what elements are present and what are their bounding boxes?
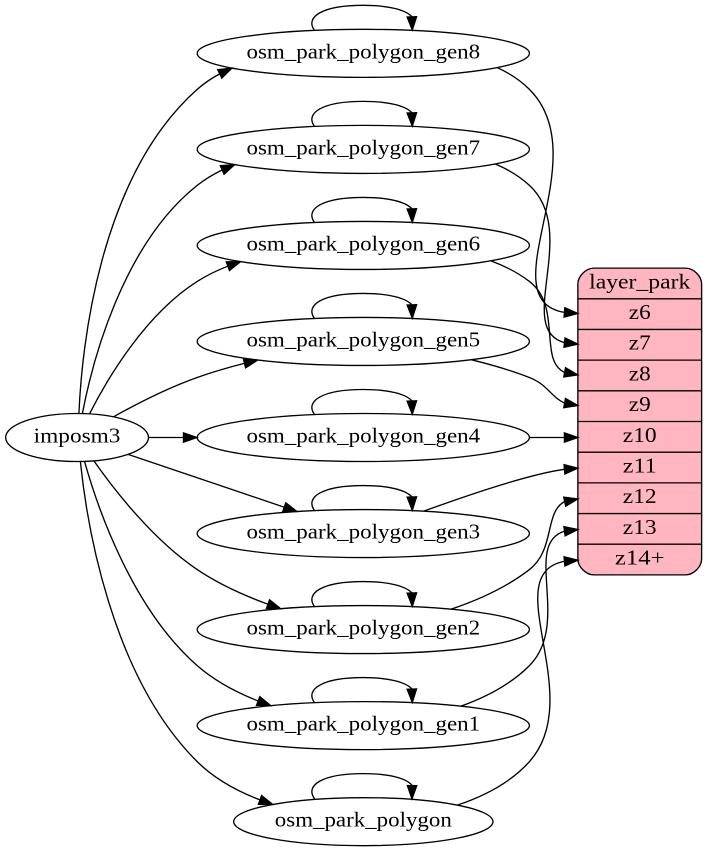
svg-text:osm_park_polygon_gen4: osm_park_polygon_gen4 xyxy=(246,426,480,448)
svg-text:z12: z12 xyxy=(623,486,657,508)
svg-text:osm_park_polygon: osm_park_polygon xyxy=(275,810,453,832)
svg-text:osm_park_polygon_gen1: osm_park_polygon_gen1 xyxy=(246,714,480,736)
svg-text:z13: z13 xyxy=(623,517,657,539)
svg-text:osm_park_polygon_gen6: osm_park_polygon_gen6 xyxy=(246,233,480,255)
svg-text:imposm3: imposm3 xyxy=(34,426,121,448)
svg-text:z8: z8 xyxy=(629,363,651,385)
svg-text:z11: z11 xyxy=(623,456,657,478)
svg-text:osm_park_polygon_gen8: osm_park_polygon_gen8 xyxy=(246,41,480,63)
svg-text:osm_park_polygon_gen3: osm_park_polygon_gen3 xyxy=(246,522,480,544)
svg-text:osm_park_polygon_gen7: osm_park_polygon_gen7 xyxy=(246,137,480,159)
svg-text:osm_park_polygon_gen2: osm_park_polygon_gen2 xyxy=(246,618,480,640)
svg-text:layer_park: layer_park xyxy=(589,271,691,293)
svg-text:z14+: z14+ xyxy=(615,548,665,570)
svg-text:z10: z10 xyxy=(623,425,657,447)
svg-text:z9: z9 xyxy=(629,394,651,416)
svg-text:z7: z7 xyxy=(629,333,651,355)
svg-text:z6: z6 xyxy=(629,302,651,324)
svg-text:osm_park_polygon_gen5: osm_park_polygon_gen5 xyxy=(246,329,480,351)
